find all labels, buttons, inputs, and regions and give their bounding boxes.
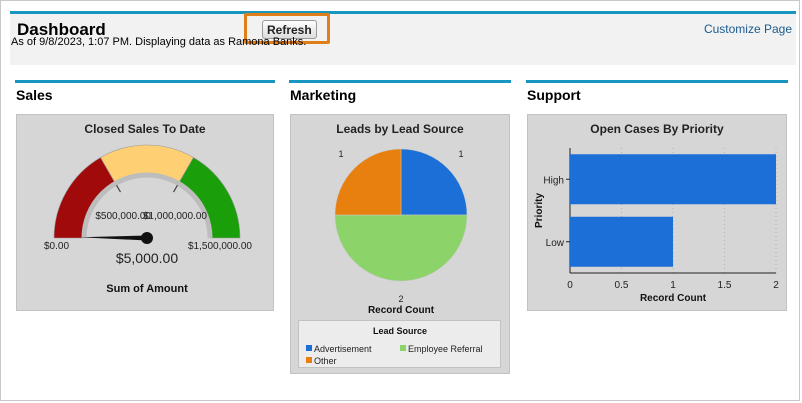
- gauge-needle-hub: [141, 232, 153, 244]
- pie-slice-other: [334, 148, 402, 216]
- bar-xlabel: Record Count: [640, 293, 707, 304]
- marketing-column: Marketing: [289, 80, 511, 103]
- gauge-needle: [80, 235, 148, 241]
- bar-xtick: 0.5: [615, 280, 629, 291]
- refresh-highlight: Refresh: [244, 13, 330, 44]
- pie-slice-label: 1: [338, 149, 343, 159]
- bar-xtick: 2: [773, 280, 779, 291]
- pie-legend: Lead Source Advertisement Employee Referra…: [298, 320, 501, 368]
- pie-slice-advertisement: [400, 148, 468, 216]
- sales-rule: [15, 80, 275, 83]
- legend-swatch: [306, 345, 312, 351]
- legend-item: Advertisement: [314, 344, 372, 354]
- gauge-chart: $500,000.00$1,000,000.00 $0.00 $1,500,000.…: [44, 144, 252, 295]
- pie-slice-label: 1: [458, 149, 463, 159]
- sales-column: Sales: [15, 80, 275, 103]
- customize-page-link[interactable]: Customize Page: [703, 22, 792, 36]
- gauge-value-label: $5,000.00: [116, 250, 178, 266]
- pie-slice-employee-referral: [334, 214, 468, 282]
- gauge-panel[interactable]: Closed Sales To Date $500,000.00 $1,000,0…: [16, 114, 274, 311]
- gauge-inner-arc: [81, 172, 213, 239]
- support-title: Support: [527, 87, 581, 103]
- page-title: Dashboard: [17, 20, 106, 39]
- bar-chart: 0 0.5 1 1.5 2 High Low Record Count Priority: [534, 148, 779, 304]
- pie-chart: 1 2 1 Record Count: [334, 148, 468, 315]
- gauge-mid-label-2: $1,000,000.00: [143, 211, 207, 222]
- gauge-title: Closed Sales To Date: [84, 122, 206, 136]
- sales-title: Sales: [16, 87, 53, 103]
- support-column: Support: [526, 80, 788, 103]
- legend-item: Employee Referral: [408, 344, 483, 354]
- gauge-tick-2: [172, 184, 179, 193]
- bar-panel[interactable]: Open Cases By Priority 0 0.5 1 1.5 2 High Low R…: [527, 114, 787, 311]
- marketing-rule: [289, 80, 511, 83]
- support-rule: [526, 80, 788, 83]
- bar-category-label: Low: [546, 238, 565, 249]
- pie-xlabel: Record Count: [368, 305, 435, 315]
- bar-xtick: 0: [567, 280, 573, 291]
- gauge-max-label: $1,500,000.00: [188, 241, 252, 252]
- gauge-band-yellow: [100, 144, 194, 184]
- bar-xtick: 1: [670, 280, 676, 291]
- bar-title: Open Cases By Priority: [590, 122, 724, 136]
- bar-xtick: 1.5: [718, 280, 732, 291]
- as-of-text: As of 9/8/2023, 1:07 PM. Displaying data…: [11, 36, 307, 48]
- dashboard-header: Dashboard Refresh Customize Page: [10, 11, 796, 65]
- refresh-button[interactable]: Refresh: [262, 20, 317, 39]
- bar-high: [570, 154, 776, 205]
- gauge-tick-1: [115, 184, 122, 193]
- marketing-title: Marketing: [290, 87, 357, 103]
- gauge-min-label: $0.00: [44, 241, 69, 252]
- legend-swatch: [400, 345, 406, 351]
- gauge-footer: Sum of Amount: [106, 283, 188, 295]
- legend-swatch: [306, 357, 312, 363]
- pie-title: Leads by Lead Source: [336, 122, 464, 136]
- bar-ylabel: Priority: [534, 193, 545, 228]
- pie-slice-label: 2: [398, 294, 403, 304]
- gauge-mid-label-1: $500,000.00: [95, 211, 151, 222]
- legend-item: Other: [314, 356, 337, 366]
- legend-title: Lead Source: [373, 326, 427, 336]
- bar-low: [570, 216, 673, 267]
- pie-panel[interactable]: Leads by Lead Source 1 2 1 Record Count Lea…: [290, 114, 510, 374]
- bar-category-label: High: [543, 175, 564, 186]
